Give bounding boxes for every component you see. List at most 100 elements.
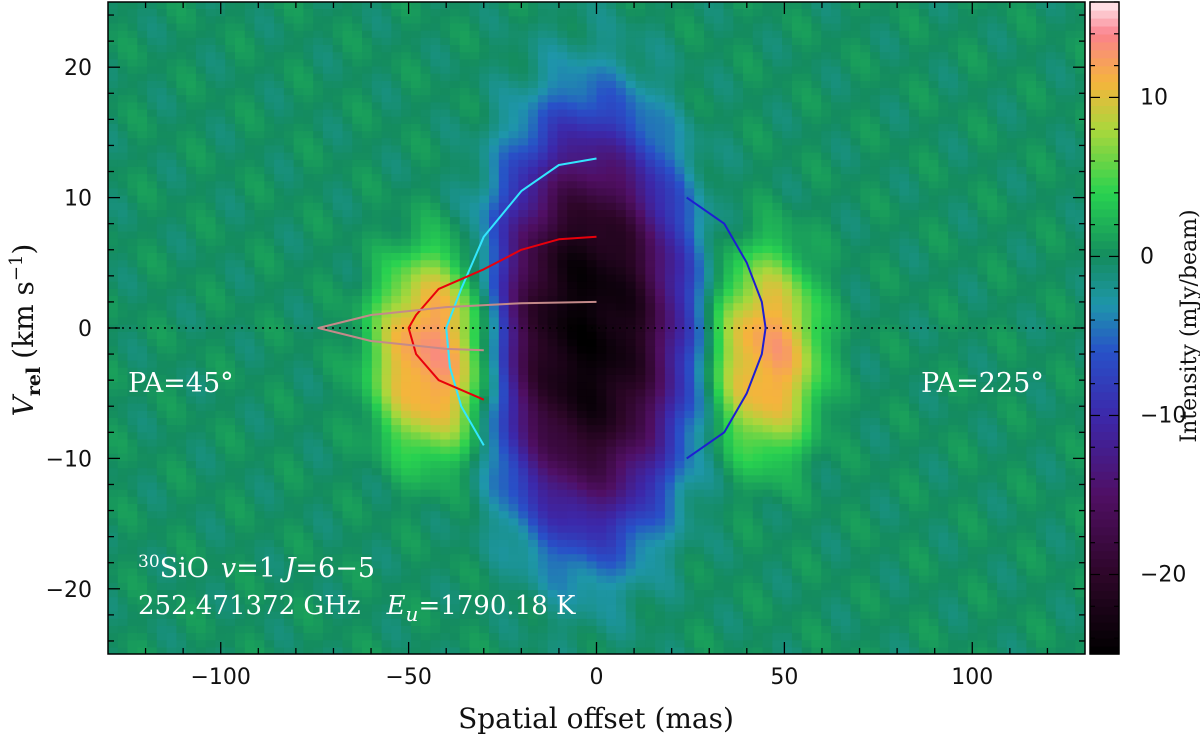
heatmap-cell — [967, 625, 979, 634]
heatmap-cell — [166, 517, 177, 526]
heatmap-cell — [596, 510, 607, 519]
heatmap-cell — [537, 338, 549, 347]
heatmap-cell — [342, 560, 353, 569]
heatmap-cell — [440, 611, 451, 619]
heatmap-cell — [1055, 632, 1067, 641]
heatmap-cell — [264, 345, 275, 354]
heatmap-cell — [176, 295, 187, 304]
heatmap-cell — [586, 453, 598, 461]
heatmap-cell — [616, 546, 627, 555]
heatmap-cell — [616, 625, 627, 634]
heatmap-cell — [938, 575, 949, 583]
heatmap-cell — [244, 367, 256, 375]
heatmap-cell — [557, 632, 568, 641]
heatmap-cell — [362, 489, 373, 497]
heatmap-cell — [762, 524, 773, 533]
heatmap-cell — [147, 539, 158, 547]
heatmap-cell — [567, 481, 578, 490]
heatmap-cell — [235, 596, 246, 605]
heatmap-cell — [264, 496, 275, 504]
heatmap-cell — [674, 367, 686, 375]
heatmap-cell — [137, 460, 148, 469]
heatmap-cell — [577, 596, 588, 605]
heatmap-cell — [127, 424, 138, 433]
heatmap-cell — [489, 632, 500, 641]
heatmap-cell — [225, 560, 236, 569]
heatmap-cell — [1055, 524, 1067, 533]
heatmap-cell — [313, 388, 324, 397]
heatmap-cell — [137, 367, 148, 375]
heatmap-cell — [166, 524, 177, 533]
heatmap-cell — [772, 596, 783, 605]
heatmap-cell — [1036, 417, 1047, 426]
heatmap-cell — [332, 410, 344, 418]
heatmap-cell — [508, 489, 519, 497]
heatmap-cell — [186, 532, 197, 540]
heatmap-cell — [723, 489, 734, 497]
heatmap-cell — [684, 424, 695, 433]
heatmap-cell — [430, 575, 441, 583]
heatmap-cell — [313, 438, 324, 447]
heatmap-cell — [743, 388, 754, 397]
heatmap-cell — [430, 467, 441, 476]
heatmap-cell — [108, 517, 119, 526]
heatmap-cell — [147, 503, 158, 512]
heatmap-cell — [537, 503, 549, 512]
heatmap-cell — [195, 424, 207, 433]
heatmap-cell — [508, 331, 519, 340]
heatmap-cell — [860, 446, 871, 454]
heatmap-cell — [498, 395, 510, 404]
heatmap-cell — [147, 474, 158, 483]
heatmap-cell — [254, 367, 265, 375]
heatmap-cell — [674, 632, 686, 641]
heatmap-cell — [391, 395, 402, 404]
heatmap-cell — [606, 546, 617, 555]
heatmap-cell — [352, 553, 363, 562]
heatmap-cell — [244, 403, 256, 411]
heatmap-cell — [176, 546, 187, 555]
heatmap-cell — [840, 467, 852, 476]
heatmap-cell — [870, 582, 881, 591]
heatmap-cell — [1006, 618, 1018, 626]
heatmap-cell — [274, 503, 285, 512]
heatmap-cell — [958, 567, 969, 576]
heatmap-cell — [762, 453, 773, 461]
heatmap-cell — [762, 618, 773, 626]
heatmap-cell — [713, 460, 725, 469]
heatmap-cell — [108, 359, 119, 368]
heatmap-cell — [371, 403, 383, 411]
heatmap-cell — [625, 603, 637, 612]
heatmap-cell — [293, 374, 304, 383]
heatmap-cell — [449, 632, 461, 641]
heatmap-cell — [313, 582, 324, 591]
heatmap-cell — [479, 496, 490, 504]
heatmap-cell — [879, 431, 891, 440]
heatmap-cell — [752, 446, 764, 454]
heatmap-cell — [704, 424, 715, 433]
heatmap-cell — [811, 496, 822, 504]
heatmap-cell — [918, 453, 930, 461]
heatmap-cell — [166, 467, 177, 476]
heatmap-cell — [137, 603, 148, 612]
heatmap-cell — [332, 539, 344, 547]
heatmap-cell — [176, 603, 187, 612]
heatmap-cell — [694, 596, 705, 605]
heatmap-cell — [664, 302, 676, 311]
heatmap-cell — [586, 395, 598, 404]
heatmap-cell — [684, 446, 695, 454]
heatmap-cell — [723, 474, 734, 483]
heatmap-cell — [186, 417, 197, 426]
heatmap-cell — [577, 381, 588, 390]
heatmap-cell — [430, 646, 441, 654]
heatmap-cell — [752, 352, 764, 361]
heatmap-cell — [577, 359, 588, 368]
heatmap-cell — [235, 517, 246, 526]
heatmap-cell — [1045, 352, 1057, 361]
heatmap-cell — [860, 532, 871, 540]
heatmap-cell — [117, 560, 129, 569]
heatmap-cell — [694, 331, 705, 340]
heatmap-cell — [577, 517, 588, 526]
heatmap-cell — [401, 324, 412, 332]
heatmap-cell — [498, 496, 510, 504]
heatmap-cell — [1016, 611, 1027, 619]
